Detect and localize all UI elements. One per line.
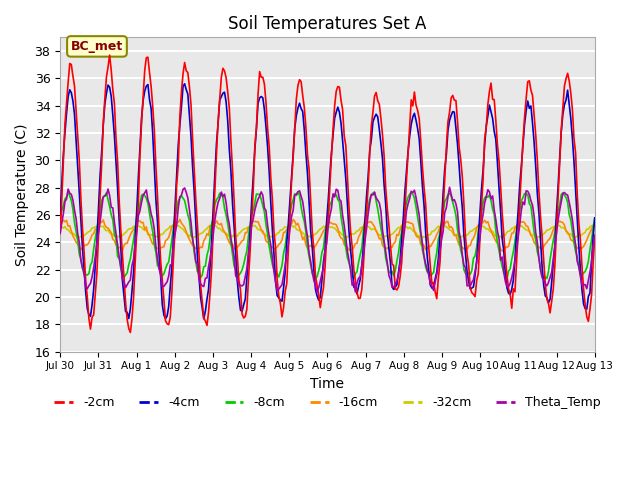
Y-axis label: Soil Temperature (C): Soil Temperature (C): [15, 123, 29, 266]
Line: -4cm: -4cm: [60, 84, 595, 319]
Line: -16cm: -16cm: [60, 219, 595, 252]
Theta_Temp: [216, 195, 223, 201]
-8cm: [358, 245, 365, 251]
Title: Soil Temperatures Set A: Soil Temperatures Set A: [228, 15, 427, 33]
-16cm: [56, 220, 64, 226]
-32cm: [497, 234, 504, 240]
-8cm: [502, 272, 509, 278]
-16cm: [500, 249, 508, 254]
Line: -8cm: -8cm: [60, 191, 595, 280]
-32cm: [63, 227, 70, 232]
-8cm: [176, 195, 184, 201]
Theta_Temp: [56, 231, 64, 237]
-16cm: [358, 227, 365, 233]
Theta_Temp: [358, 262, 365, 268]
-8cm: [540, 277, 548, 283]
-2cm: [127, 330, 134, 336]
Theta_Temp: [63, 196, 70, 202]
-32cm: [360, 224, 367, 229]
-4cm: [200, 316, 207, 322]
Theta_Temp: [445, 184, 453, 190]
-2cm: [177, 89, 185, 95]
-16cm: [175, 219, 182, 225]
-4cm: [180, 81, 188, 87]
-16cm: [63, 217, 70, 223]
-32cm: [74, 235, 81, 241]
-32cm: [503, 229, 511, 235]
-16cm: [176, 216, 184, 222]
-4cm: [56, 212, 64, 217]
-32cm: [591, 223, 598, 229]
-16cm: [495, 242, 503, 248]
-16cm: [218, 221, 225, 227]
-4cm: [360, 244, 367, 250]
Theta_Temp: [175, 205, 182, 211]
-2cm: [497, 183, 504, 189]
-2cm: [56, 230, 64, 236]
-4cm: [503, 285, 511, 291]
Theta_Temp: [313, 289, 321, 295]
-4cm: [591, 215, 598, 221]
-4cm: [63, 110, 70, 116]
-2cm: [106, 52, 113, 58]
-8cm: [63, 194, 70, 200]
-8cm: [218, 191, 225, 196]
-8cm: [56, 217, 64, 223]
Legend: -2cm, -4cm, -8cm, -16cm, -32cm, Theta_Temp: -2cm, -4cm, -8cm, -16cm, -32cm, Theta_Te…: [49, 391, 605, 414]
-8cm: [495, 248, 503, 254]
Theta_Temp: [497, 257, 504, 263]
Text: BC_met: BC_met: [71, 40, 123, 53]
-16cm: [503, 244, 511, 250]
-2cm: [360, 264, 367, 270]
Line: -32cm: -32cm: [60, 225, 595, 238]
-2cm: [591, 233, 598, 239]
-2cm: [503, 273, 511, 279]
-32cm: [133, 222, 141, 228]
-32cm: [56, 222, 64, 228]
-8cm: [591, 215, 598, 221]
Theta_Temp: [591, 232, 598, 238]
-2cm: [219, 65, 227, 71]
-16cm: [591, 219, 598, 225]
Theta_Temp: [503, 284, 511, 289]
-8cm: [64, 188, 72, 194]
-4cm: [497, 208, 504, 214]
-32cm: [219, 229, 227, 235]
Line: -2cm: -2cm: [60, 55, 595, 333]
-4cm: [175, 142, 182, 148]
-4cm: [219, 90, 227, 96]
-32cm: [177, 225, 185, 231]
X-axis label: Time: Time: [310, 377, 344, 391]
Line: Theta_Temp: Theta_Temp: [60, 187, 595, 292]
-2cm: [63, 100, 70, 106]
